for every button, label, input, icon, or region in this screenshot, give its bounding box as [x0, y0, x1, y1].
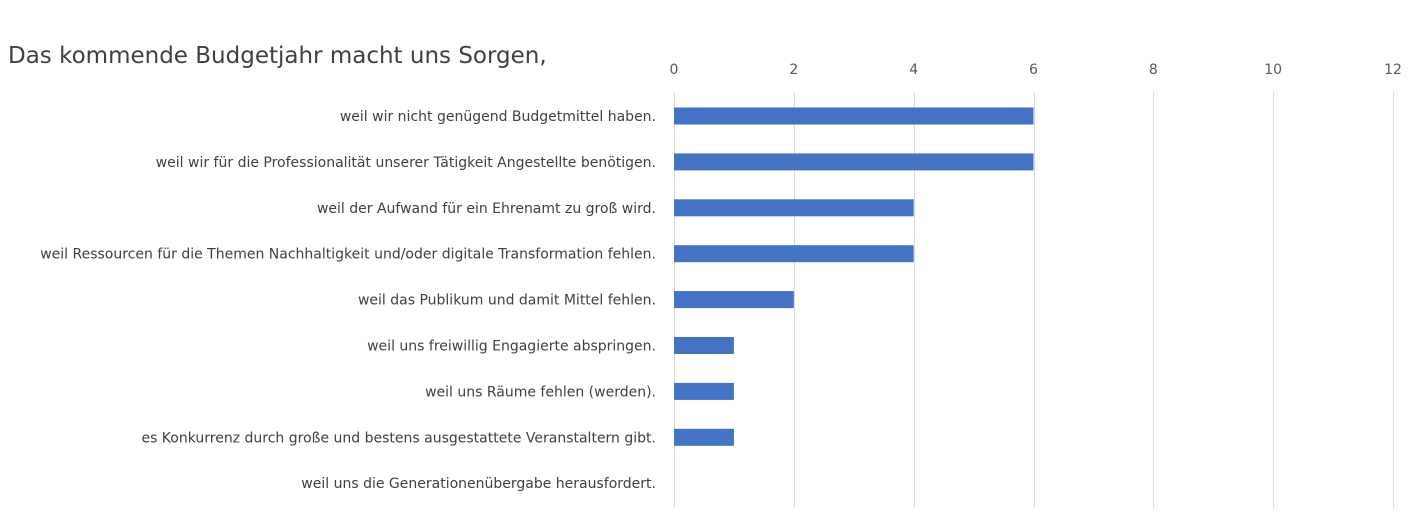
category-label: weil uns die Generationenübergabe heraus…: [301, 476, 656, 492]
category-label: weil das Publikum und damit Mittel fehle…: [358, 293, 656, 309]
bar: [674, 382, 734, 400]
x-tick-label: 2: [789, 62, 798, 78]
x-tick-label: 6: [1029, 62, 1038, 78]
chart-title: Das kommende Budgetjahr macht uns Sorgen…: [8, 43, 547, 69]
x-tick-label: 10: [1264, 62, 1282, 78]
category-label: weil der Aufwand für ein Ehrenamt zu gro…: [317, 201, 656, 217]
bar: [674, 428, 734, 446]
x-tick-label: 8: [1149, 62, 1158, 78]
category-label: weil uns freiwillig Engagierte abspringe…: [367, 339, 656, 355]
bar: [674, 199, 914, 217]
category-label: weil wir für die Professionalität unsere…: [156, 155, 656, 171]
category-label: weil uns Räume fehlen (werden).: [425, 384, 656, 400]
category-label: weil Ressourcen für die Themen Nachhalti…: [40, 247, 656, 263]
bar: [674, 107, 1034, 125]
category-label: weil wir nicht genügend Budgetmittel hab…: [340, 109, 656, 125]
bar: [674, 337, 734, 354]
x-tick-label: 12: [1384, 62, 1402, 78]
category-labels: weil wir nicht genügend Budgetmittel hab…: [40, 109, 656, 492]
category-label: es Konkurrenz durch große und bestens au…: [141, 430, 656, 446]
x-tick-label: 0: [670, 62, 679, 78]
bars: [674, 107, 1034, 446]
bar: [674, 245, 914, 263]
bar: [674, 291, 794, 309]
bar: [674, 153, 1034, 171]
x-axis-tick-labels: 0 2 4 6 8 10 12: [670, 62, 1402, 78]
x-tick-label: 4: [909, 62, 918, 78]
